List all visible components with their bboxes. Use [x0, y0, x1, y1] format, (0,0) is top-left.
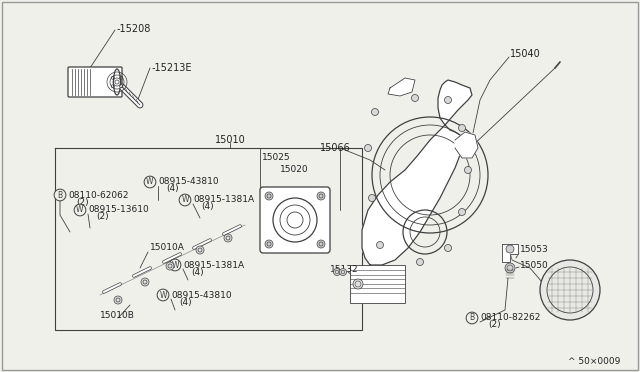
- Circle shape: [458, 125, 465, 131]
- Text: 15025: 15025: [262, 154, 291, 163]
- Text: W: W: [76, 205, 84, 215]
- Text: 08915-1381A: 08915-1381A: [193, 196, 254, 205]
- Text: 15040: 15040: [510, 49, 541, 59]
- Text: 15020: 15020: [280, 166, 308, 174]
- Text: 08110-82262: 08110-82262: [480, 314, 540, 323]
- Text: (4): (4): [191, 267, 204, 276]
- Circle shape: [506, 245, 514, 253]
- Circle shape: [376, 241, 383, 248]
- Circle shape: [458, 208, 465, 215]
- Text: W: W: [147, 177, 154, 186]
- Text: 08915-43810: 08915-43810: [171, 291, 232, 299]
- Ellipse shape: [113, 69, 120, 95]
- FancyBboxPatch shape: [350, 265, 405, 303]
- Text: 08915-43810: 08915-43810: [158, 177, 219, 186]
- Circle shape: [265, 240, 273, 248]
- Text: 15050: 15050: [520, 260, 548, 269]
- Polygon shape: [362, 80, 472, 265]
- Text: 15132: 15132: [330, 266, 358, 275]
- Text: (2): (2): [76, 198, 88, 206]
- Text: 15066: 15066: [320, 143, 351, 153]
- Text: 15010A: 15010A: [150, 244, 185, 253]
- Circle shape: [166, 262, 174, 270]
- Circle shape: [445, 244, 451, 251]
- Text: 15053: 15053: [520, 246, 548, 254]
- Polygon shape: [502, 244, 518, 262]
- Circle shape: [371, 109, 378, 115]
- Circle shape: [353, 279, 363, 289]
- Text: (4): (4): [166, 185, 179, 193]
- Text: W: W: [159, 291, 167, 299]
- Circle shape: [445, 96, 451, 103]
- Polygon shape: [455, 132, 478, 158]
- Text: 15010: 15010: [214, 135, 245, 145]
- Text: (4): (4): [179, 298, 191, 307]
- Circle shape: [412, 94, 419, 102]
- Circle shape: [339, 269, 346, 276]
- Circle shape: [224, 234, 232, 242]
- Circle shape: [333, 269, 340, 276]
- Circle shape: [265, 192, 273, 200]
- Text: 15010B: 15010B: [100, 311, 135, 321]
- Circle shape: [317, 192, 325, 200]
- Circle shape: [141, 278, 149, 286]
- Text: 08915-1381A: 08915-1381A: [183, 260, 244, 269]
- Text: (4): (4): [201, 202, 214, 212]
- Text: 08110-62062: 08110-62062: [68, 190, 129, 199]
- Circle shape: [369, 195, 376, 202]
- Text: 08915-13610: 08915-13610: [88, 205, 148, 215]
- Text: W: W: [181, 196, 189, 205]
- FancyBboxPatch shape: [260, 187, 330, 253]
- Circle shape: [505, 263, 515, 273]
- Circle shape: [365, 144, 371, 151]
- Text: B: B: [58, 190, 63, 199]
- Text: ^ 50×0009: ^ 50×0009: [568, 357, 620, 366]
- Circle shape: [540, 260, 600, 320]
- Text: (2): (2): [488, 321, 500, 330]
- Text: -15208: -15208: [117, 24, 152, 34]
- Text: -15213E: -15213E: [152, 63, 193, 73]
- FancyBboxPatch shape: [68, 67, 122, 97]
- Circle shape: [465, 167, 472, 173]
- Circle shape: [317, 240, 325, 248]
- Text: W: W: [172, 260, 179, 269]
- Circle shape: [417, 259, 424, 266]
- Text: (2): (2): [96, 212, 109, 221]
- Polygon shape: [388, 78, 415, 96]
- Text: B: B: [469, 314, 475, 323]
- Circle shape: [114, 296, 122, 304]
- Circle shape: [196, 246, 204, 254]
